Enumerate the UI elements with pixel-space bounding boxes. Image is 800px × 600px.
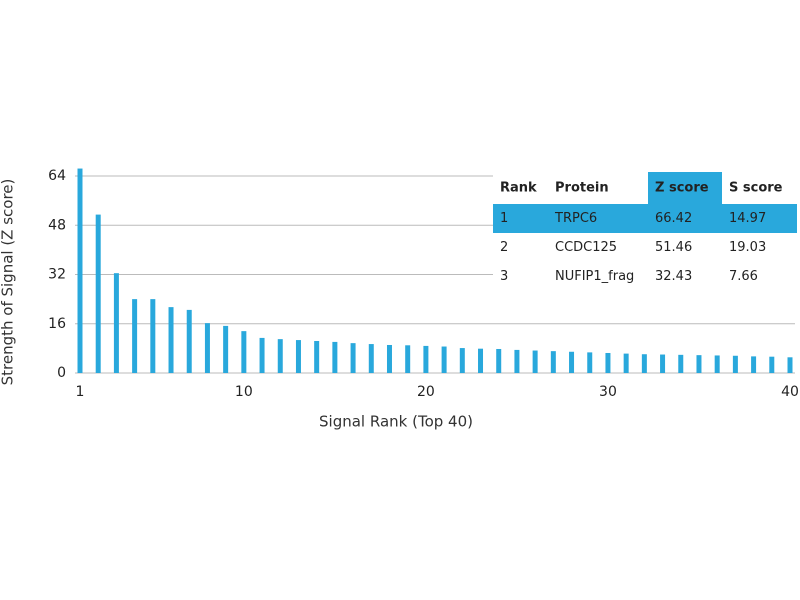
table-header: Z score [655, 181, 709, 196]
x-tick-label: 30 [599, 384, 617, 400]
bar [641, 354, 647, 373]
table-cell: 19.03 [729, 240, 766, 255]
bar [95, 214, 101, 373]
x-tick-label: 20 [417, 384, 435, 400]
x-tick-label: 10 [235, 384, 253, 400]
table-cell: CCDC125 [555, 240, 617, 255]
bar [241, 331, 247, 373]
bar [277, 339, 283, 373]
table-cell: 66.42 [655, 211, 692, 226]
bar [787, 357, 793, 373]
bar [623, 353, 629, 373]
table-cell: 51.46 [655, 240, 692, 255]
y-tick-label: 0 [57, 365, 66, 381]
bar [605, 352, 611, 373]
bar [459, 348, 465, 373]
bar [732, 355, 738, 373]
x-tick-label: 40 [781, 384, 799, 400]
bar [259, 337, 265, 373]
bar [514, 349, 520, 373]
y-tick-label: 48 [48, 217, 66, 233]
bar [186, 309, 192, 373]
bar [423, 345, 429, 373]
bar [386, 344, 392, 373]
bar [168, 307, 174, 373]
bar [132, 299, 138, 373]
y-tick-label: 16 [48, 316, 66, 332]
table-cell: 1 [500, 211, 508, 226]
bar [769, 356, 775, 373]
bar [204, 323, 210, 373]
table-cell: NUFIP1_frag [555, 269, 634, 284]
bar [77, 168, 83, 373]
bar [550, 351, 556, 373]
bar [405, 345, 411, 373]
bar [113, 273, 119, 373]
table-cell: 32.43 [655, 269, 692, 284]
highlight-row [493, 204, 797, 233]
bar [587, 352, 593, 373]
y-tick-label: 64 [48, 168, 66, 184]
y-axis-label: Strength of Signal (Z score) [0, 179, 17, 386]
table-cell: 14.97 [729, 211, 766, 226]
bar [441, 346, 447, 373]
x-tick-label: 1 [76, 384, 85, 400]
bar [696, 355, 702, 373]
bar [350, 343, 356, 373]
highlight-column-header [648, 172, 722, 204]
bar [368, 344, 374, 373]
table-cell: 7.66 [729, 269, 758, 284]
bar [223, 325, 229, 373]
y-tick-label: 32 [48, 267, 66, 283]
table-header: S score [729, 181, 783, 196]
table-cell: 3 [500, 269, 508, 284]
bar [314, 340, 320, 373]
x-axis-label: Signal Rank (Top 40) [319, 413, 473, 431]
bar [332, 341, 338, 373]
bar [751, 356, 757, 373]
bar [569, 351, 575, 373]
table-cell: TRPC6 [554, 211, 597, 226]
table-header: Rank [500, 181, 537, 196]
bar [678, 354, 684, 373]
bar [496, 348, 502, 373]
bar [660, 354, 666, 373]
bar [295, 340, 301, 373]
bar [478, 348, 484, 373]
bar [714, 355, 720, 373]
table-header: Protein [555, 181, 609, 196]
bar [532, 350, 538, 373]
bar [150, 299, 156, 373]
table-cell: 2 [500, 240, 508, 255]
